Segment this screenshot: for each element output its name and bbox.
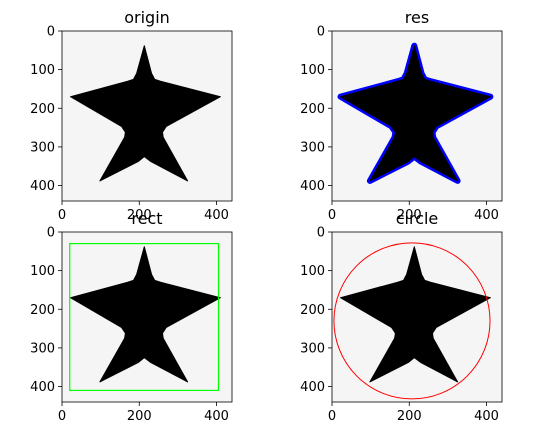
y-tick-label: 300 — [300, 140, 325, 155]
chart-title-origin: origin — [124, 8, 170, 27]
y-tick-label: 200 — [30, 102, 55, 117]
y-tick-label: 100 — [30, 264, 55, 279]
y-tick-label: 200 — [30, 303, 55, 318]
x-tick-label: 400 — [204, 208, 229, 223]
y-tick-label: 100 — [300, 63, 325, 78]
axes-frame — [61, 30, 233, 202]
x-tick-label: 400 — [474, 409, 499, 424]
y-tick-label: 100 — [30, 63, 55, 78]
enclosing-circle — [333, 242, 491, 400]
star-shape — [340, 45, 491, 182]
y-tick-label: 0 — [317, 226, 325, 241]
y-tick-label: 400 — [30, 179, 55, 194]
y-tick-label: 0 — [47, 25, 55, 40]
y-tick-label: 400 — [300, 380, 325, 395]
x-tick-label: 400 — [204, 409, 229, 424]
star-shape — [70, 246, 221, 383]
chart-title-res: res — [405, 8, 429, 27]
axes-frame — [61, 231, 233, 403]
chart-title-rect: rect — [131, 209, 162, 228]
y-tick-label: 300 — [300, 341, 325, 356]
x-tick-label: 200 — [127, 409, 152, 424]
x-tick-label: 0 — [328, 208, 336, 223]
y-tick-label: 400 — [300, 179, 325, 194]
x-tick-label: 200 — [397, 409, 422, 424]
axes-frame — [331, 231, 503, 403]
y-tick-label: 300 — [30, 341, 55, 356]
y-tick-label: 0 — [317, 25, 325, 40]
star-shape — [70, 45, 221, 182]
x-tick-label: 400 — [474, 208, 499, 223]
y-tick-label: 300 — [30, 140, 55, 155]
x-tick-label: 0 — [58, 409, 66, 424]
y-tick-label: 400 — [30, 380, 55, 395]
x-tick-label: 0 — [58, 208, 66, 223]
y-tick-label: 200 — [300, 303, 325, 318]
axes-frame — [331, 30, 503, 202]
star-shape — [340, 246, 491, 383]
y-tick-label: 0 — [47, 226, 55, 241]
x-tick-label: 200 — [127, 208, 152, 223]
bounding-rect — [69, 242, 220, 392]
x-tick-label: 200 — [397, 208, 422, 223]
x-tick-label: 0 — [328, 409, 336, 424]
y-tick-label: 100 — [300, 264, 325, 279]
y-tick-label: 200 — [300, 102, 325, 117]
chart-title-circle: circle — [396, 209, 439, 228]
